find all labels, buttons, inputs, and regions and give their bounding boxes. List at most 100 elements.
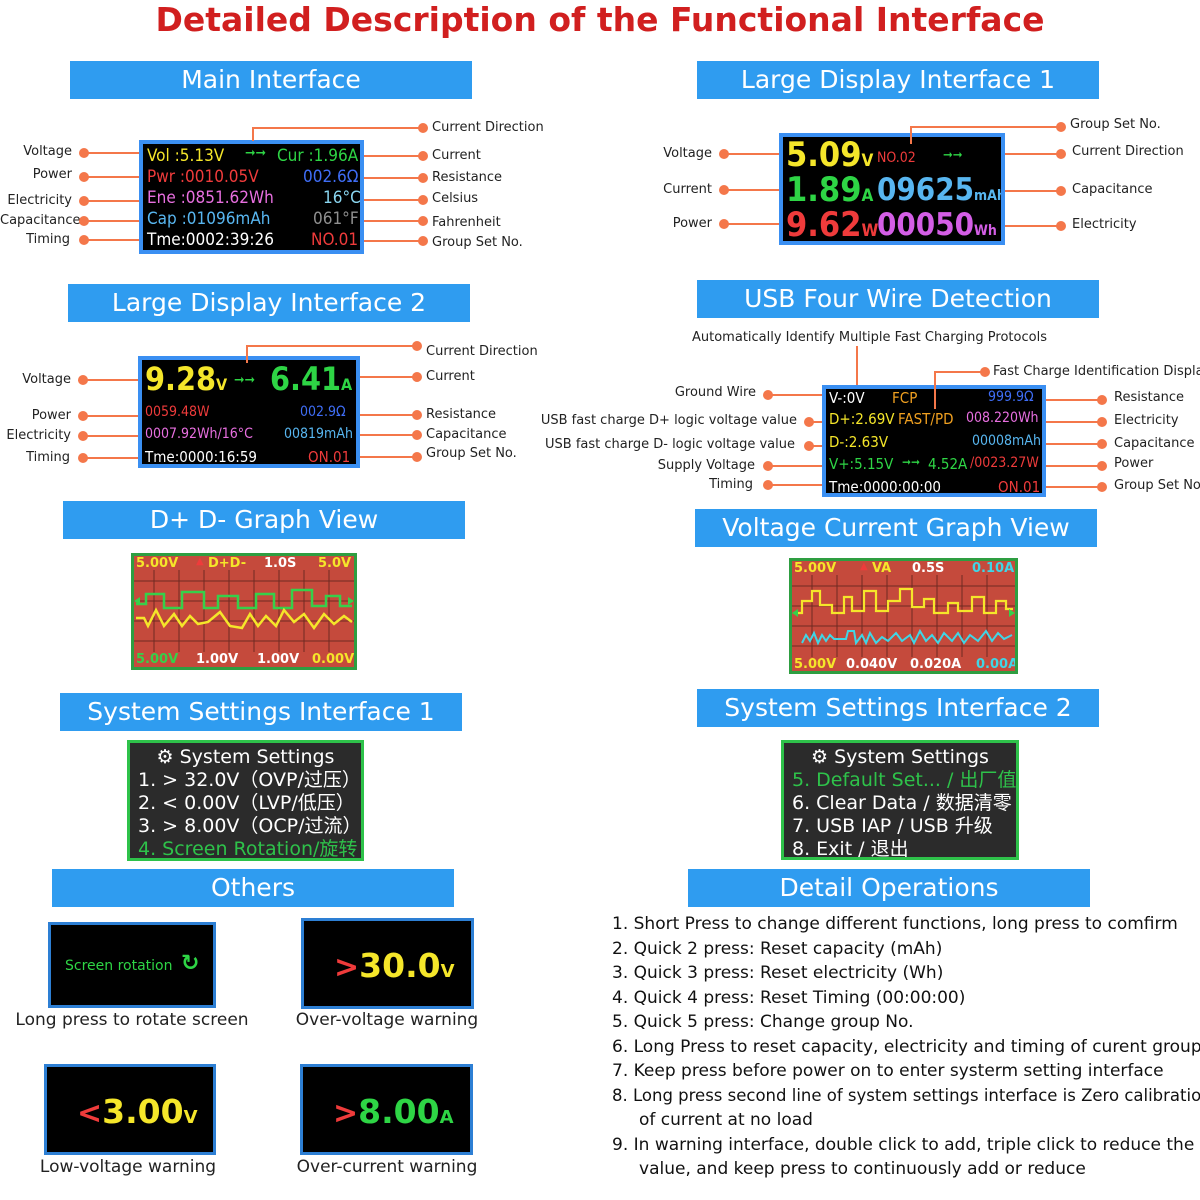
dgraph-bottom-2: 1.00V: [196, 652, 239, 667]
usb-detection-screen: V-:0V FCP 999.9Ω D+:2.69V FAST/PD 008.22…: [822, 385, 1046, 497]
main-capacitance: Cap :01096mAh: [147, 209, 271, 229]
ld1-power-unit: W: [861, 221, 879, 241]
operation-item: 6. Long Press to reset capacity, electri…: [612, 1036, 1200, 1057]
main-celsius: 16°C: [323, 188, 361, 208]
pointer-dot: [418, 173, 428, 183]
low-voltage-value: <3.00V: [77, 1092, 198, 1131]
label-resistance: Resistance: [432, 170, 503, 185]
pointer-dot: [79, 172, 89, 182]
ld1-electricity: 00050Wh: [877, 207, 997, 241]
main-timing: Tme:0002:39:26: [147, 230, 274, 250]
pointer-line: [1005, 153, 1058, 155]
label-fahrenheit: Fahrenheit: [432, 215, 501, 230]
label-ground-wire: Ground Wire: [674, 385, 756, 400]
pointer-line: [360, 456, 414, 458]
pointer-line: [1046, 421, 1099, 423]
main-voltage: Vol :5.13V: [147, 146, 225, 166]
pointer-dot: [79, 235, 89, 245]
over-current-symbol: >: [333, 1096, 359, 1131]
section-system-settings-2: System Settings Interface 2: [697, 689, 1099, 727]
ld2-resistance: 002.9Ω: [300, 404, 346, 420]
settings-title: ⚙ System Settings: [784, 745, 1016, 769]
settings-title-text: System Settings: [834, 746, 989, 768]
pointer-line: [770, 394, 822, 396]
over-current-unit: A: [439, 1107, 454, 1128]
vcgraph-bottom-3: 0.020A: [910, 657, 962, 672]
section-vc-graph: Voltage Current Graph View: [695, 509, 1097, 547]
pointer-dot: [804, 441, 814, 451]
over-voltage-number: 30.0: [359, 946, 441, 985]
label-auto-identify: Automatically Identify Multiple Fast Cha…: [692, 330, 1047, 345]
pointer-dot: [78, 411, 88, 421]
ld1-voltage-value: 5.09: [786, 135, 862, 175]
main-group-no: NO.01: [311, 230, 359, 250]
ld1-capacitance: 09625mAh: [877, 172, 1001, 208]
vcgraph-top-4: 0.10A: [972, 561, 1015, 576]
pointer-dot: [412, 410, 422, 420]
ld1-current-unit: A: [861, 186, 874, 206]
pointer-dot: [763, 480, 773, 490]
marker-triangle-icon: ▲: [860, 561, 868, 572]
label-electricity: Electricity: [7, 193, 72, 208]
over-voltage-screen: >30.0V: [301, 918, 474, 1009]
operation-item: 8. Long press second line of system sett…: [612, 1085, 1200, 1105]
usb-ground: V-:0V: [829, 389, 865, 407]
system-settings-1-screen: ⚙ System Settings 1. > 32.0V（OVP/过压） 2. …: [127, 740, 364, 861]
pointer-dot: [79, 196, 89, 206]
usb-current: 4.52A: [928, 455, 968, 473]
vcgraph-top-3: 0.5S: [912, 561, 945, 576]
dgraph-bottom-4: 0.00V: [312, 652, 355, 667]
section-main-interface: Main Interface: [70, 61, 472, 99]
ld1-group-no: NO.02: [877, 150, 916, 166]
dplus-dminus-graph-svg: [134, 570, 354, 652]
dgraph-top-3: 1.0S: [264, 556, 297, 571]
section-large-display-1: Large Display Interface 1: [697, 61, 1099, 99]
usb-dminus: D-:2.63V: [829, 433, 889, 451]
pointer-line: [1005, 190, 1058, 192]
system-settings-2-screen: ⚙ System Settings 5. Default Set... / 出厂…: [781, 740, 1019, 860]
label-group-set-no: Group Set No.: [1114, 478, 1200, 493]
pointer-line: [364, 220, 420, 222]
current-direction-arrow-icon: ➞➞: [245, 145, 267, 161]
label-group-set-no: Group Set No.: [432, 235, 523, 250]
label-power: Power: [672, 216, 712, 231]
right-marker-icon: [348, 597, 354, 605]
settings-title-text: System Settings: [179, 746, 335, 768]
dplus-dminus-graph: 5.00V ▲ D+D- 1.0S 5.0V 5.00V 1.00V 1.00V…: [131, 553, 357, 670]
ld2-power: 0059.48W: [145, 404, 210, 420]
ld1-current-value: 1.89: [786, 170, 862, 210]
pointer-line: [360, 376, 414, 378]
settings-item: 7. USB IAP / USB 升级: [792, 815, 993, 837]
operation-item: 9. In warning interface, double click to…: [612, 1134, 1195, 1155]
label-electricity: Electricity: [6, 428, 71, 443]
usb-resistance: 999.9Ω: [988, 389, 1034, 405]
settings-item: 2. < 0.00V（LVP/低压）: [138, 792, 355, 814]
label-capacitance: Capacitance: [0, 213, 81, 228]
pointer-dot: [980, 367, 990, 377]
section-large-display-2: Large Display Interface 2: [68, 284, 470, 322]
pointer-line: [252, 127, 254, 141]
over-current-number: 8.00: [358, 1092, 440, 1131]
label-electricity: Electricity: [1114, 413, 1179, 428]
caption-over-voltage: Over-voltage warning: [295, 1010, 479, 1030]
pointer-line: [85, 379, 138, 381]
voltage-current-graph: 5.00V ▲ VA 0.5S 0.10A 5.00V 0.040V 0.020…: [789, 558, 1018, 674]
detail-operations-list: 1. Short Press to change different funct…: [612, 912, 1200, 1182]
large-display-2-screen: 9.28V ➞➞ 6.41A 0059.48W 002.9Ω 0007.92Wh…: [138, 356, 360, 468]
pointer-line: [1046, 465, 1099, 467]
usb-timing: Tme:0000:00:00: [829, 478, 942, 496]
ld2-current: 6.41A: [270, 360, 352, 398]
label-capacitance: Capacitance: [1072, 182, 1153, 197]
over-voltage-value: >30.0V: [334, 946, 455, 985]
page-title: Detailed Description of the Functional I…: [155, 0, 1045, 39]
pointer-line: [811, 445, 822, 447]
label-resistance: Resistance: [1114, 390, 1185, 405]
current-direction-arrow-icon: ➞➞: [902, 455, 921, 469]
caption-over-current: Over-current warning: [296, 1157, 478, 1177]
pointer-line: [86, 239, 139, 241]
settings-item: 8. Exit / 退出: [792, 838, 909, 860]
pointer-dot: [1097, 439, 1107, 449]
operation-item: 3. Quick 3 press: Reset electricity (Wh): [612, 963, 944, 983]
label-group-set-no: Group Set No.: [426, 446, 517, 461]
pointer-line: [360, 434, 414, 436]
